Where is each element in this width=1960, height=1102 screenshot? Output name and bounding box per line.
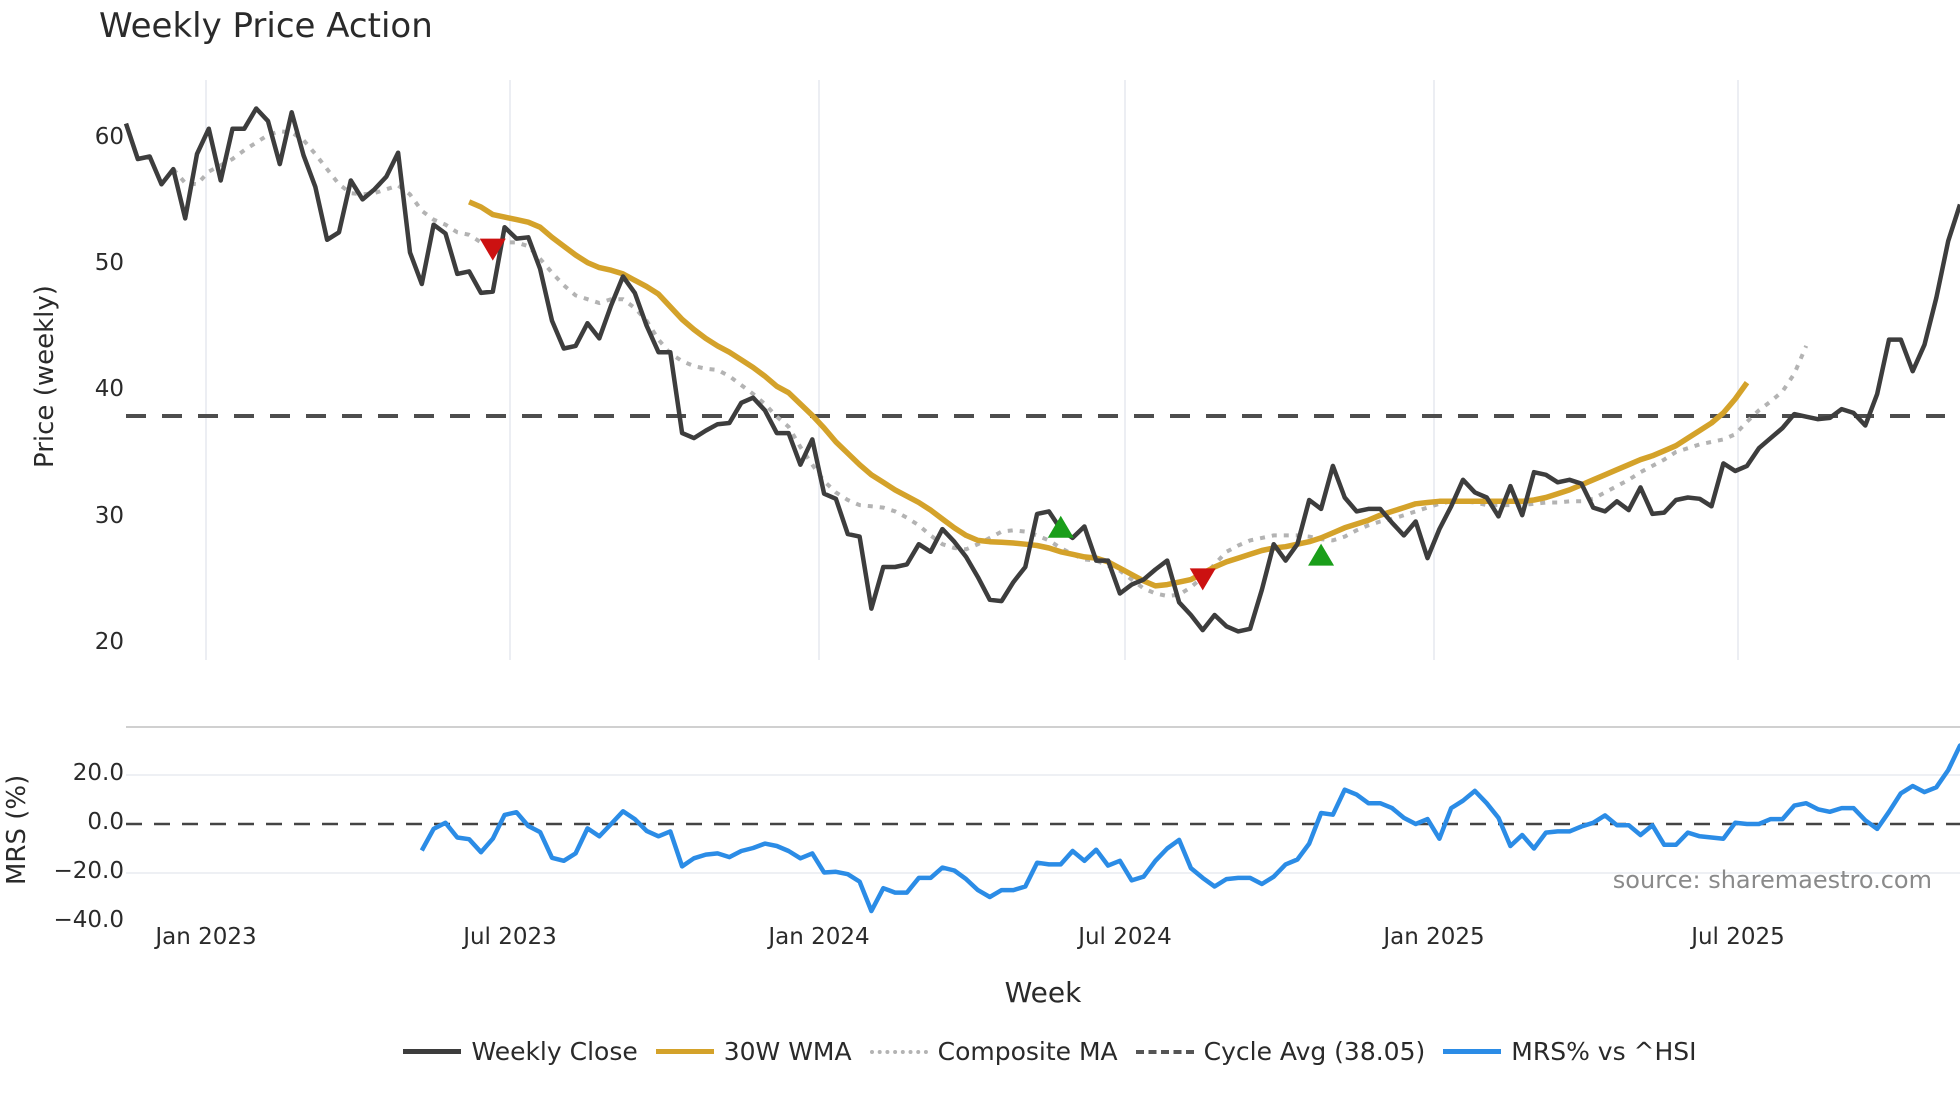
x-tick: Jul 2023 [463, 924, 557, 950]
y-tick: 20 [94, 629, 124, 655]
legend-item-weekly-close[interactable]: Weekly Close [403, 1037, 638, 1066]
legend-item-composite-ma[interactable]: Composite MA [869, 1037, 1118, 1066]
legend-item-wma[interactable]: 30W WMA [655, 1037, 852, 1066]
y-tick: 60 [94, 123, 124, 150]
mrs-panel [126, 743, 1960, 914]
x-tick: Jan 2023 [155, 924, 257, 950]
legend-item-cycle-avg[interactable]: Cycle Avg (38.05) [1135, 1037, 1425, 1066]
price-panel [123, 106, 1960, 634]
y-tick: 50 [94, 250, 124, 277]
legend-item-mrs[interactable]: MRS% vs ^HSI [1443, 1037, 1697, 1066]
dotted-line-icon [869, 1049, 928, 1054]
x-tick: Jan 2024 [768, 924, 870, 950]
mrs-axis-label: MRS (%) [2, 774, 32, 885]
y-tick: −40.0 [53, 907, 124, 933]
gridlines [126, 80, 1960, 874]
solid-line-icon [655, 1049, 714, 1054]
x-tick: Jul 2025 [1691, 924, 1785, 950]
chart-title: Weekly Price Action [99, 6, 433, 46]
x-tick: Jan 2025 [1383, 924, 1485, 950]
x-axis-label: Week [1004, 976, 1082, 1009]
solid-line-icon [1443, 1049, 1502, 1054]
y-tick: −20.0 [53, 858, 124, 884]
x-tick: Jul 2024 [1078, 924, 1172, 950]
legend: Weekly Close 30W WMA Composite MA Cycle … [0, 1037, 1960, 1066]
y-tick: 0.0 [87, 809, 124, 835]
solid-line-icon [403, 1049, 462, 1054]
dashed-line-icon [1135, 1049, 1194, 1054]
y-tick: 20.0 [72, 760, 124, 786]
source-label: source: sharemaestro.com [1612, 866, 1932, 894]
y-tick: 30 [94, 502, 124, 529]
y-tick: 40 [94, 376, 124, 403]
